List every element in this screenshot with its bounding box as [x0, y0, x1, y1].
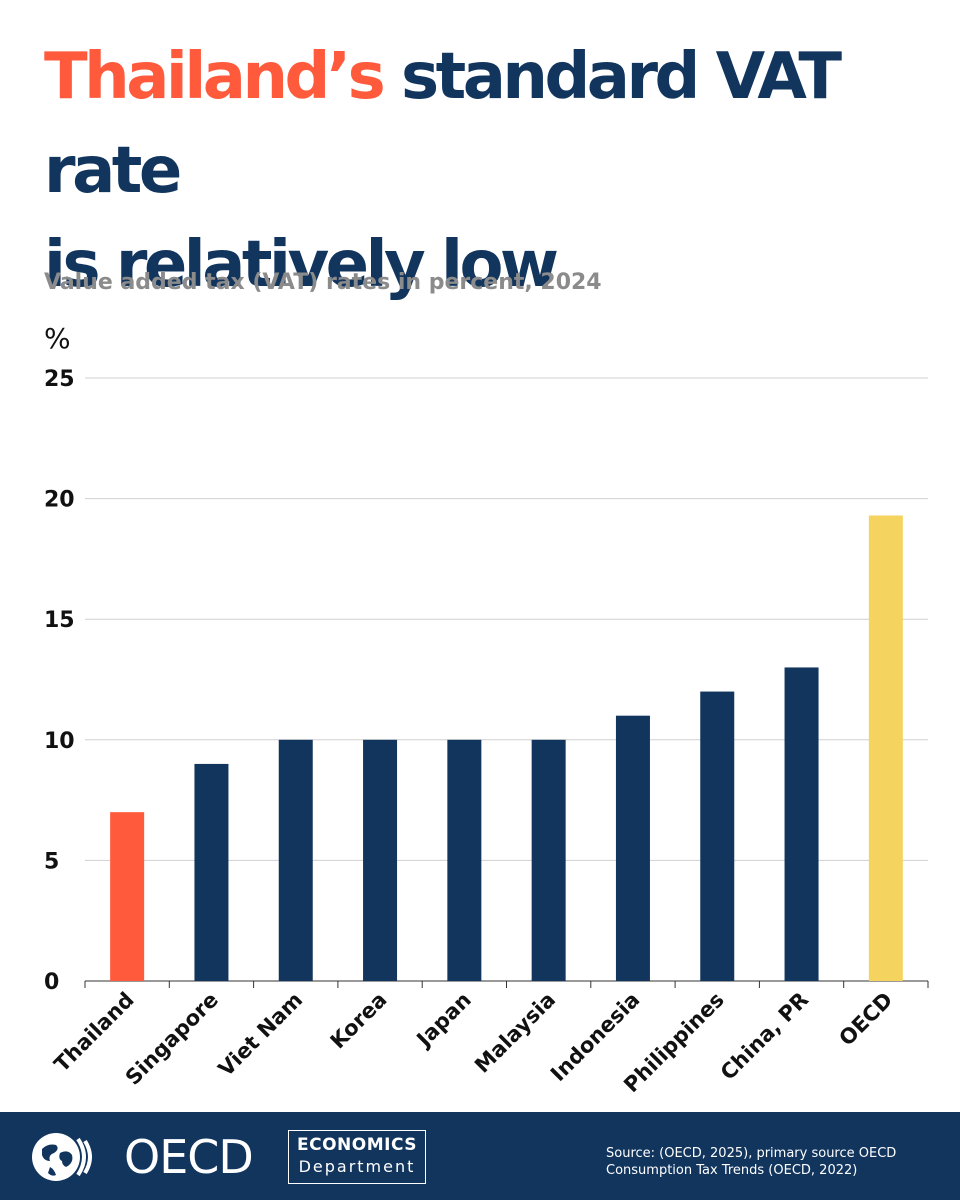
- x-tick-label: China, PR: [716, 988, 813, 1085]
- y-unit-label: %: [44, 322, 71, 355]
- bar-oecd: [868, 515, 903, 981]
- source-line1: Source: (OECD, 2025), primary source OEC…: [606, 1146, 897, 1161]
- source-note: Source: (OECD, 2025), primary source OEC…: [606, 1145, 926, 1179]
- x-tick-label: OECD: [834, 988, 897, 1051]
- x-tick-label: Korea: [326, 988, 392, 1054]
- x-tick-label: Malaysia: [470, 988, 560, 1078]
- bar-thailand: [110, 812, 145, 981]
- department-label: Department: [298, 1157, 416, 1176]
- y-tick-label: 20: [44, 488, 75, 513]
- chart-title: Thailand’s standard VAT rate is relative…: [44, 30, 944, 312]
- title-highlight: Thailand’s: [44, 40, 386, 114]
- bar-philippines: [700, 691, 735, 981]
- x-tick-label: Thailand: [50, 988, 139, 1077]
- y-tick-label: 15: [44, 608, 75, 633]
- bar-korea: [363, 739, 398, 981]
- title-line1-rest: standard VAT rate: [44, 40, 842, 208]
- globe-icon: [32, 1133, 92, 1181]
- chart-subtitle: Value added tax (VAT) rates in percent, …: [44, 270, 602, 295]
- bar-viet-nam: [278, 739, 313, 981]
- bar-singapore: [194, 763, 229, 981]
- source-line2: Consumption Tax Trends (OECD, 2022): [606, 1163, 858, 1178]
- x-tick-label: Japan: [411, 988, 476, 1053]
- y-tick-label: 25: [44, 367, 75, 392]
- oecd-logo-text: OECD: [124, 1130, 254, 1184]
- bar-indonesia: [615, 715, 650, 981]
- title-line2: is relatively low: [44, 228, 559, 302]
- bar-malaysia: [531, 739, 566, 981]
- footer-bar: OECD ECONOMICS Department Source: (OECD,…: [0, 1112, 960, 1200]
- bar-japan: [447, 739, 482, 981]
- bar-china-pr: [784, 667, 819, 981]
- y-tick-label: 5: [44, 849, 59, 874]
- economics-label: ECONOMICS: [297, 1135, 417, 1155]
- x-tick-label: Viet Nam: [214, 988, 308, 1082]
- y-tick-label: 10: [44, 729, 75, 754]
- economics-department-logo: ECONOMICS Department: [288, 1130, 426, 1184]
- y-tick-label: 0: [44, 970, 59, 995]
